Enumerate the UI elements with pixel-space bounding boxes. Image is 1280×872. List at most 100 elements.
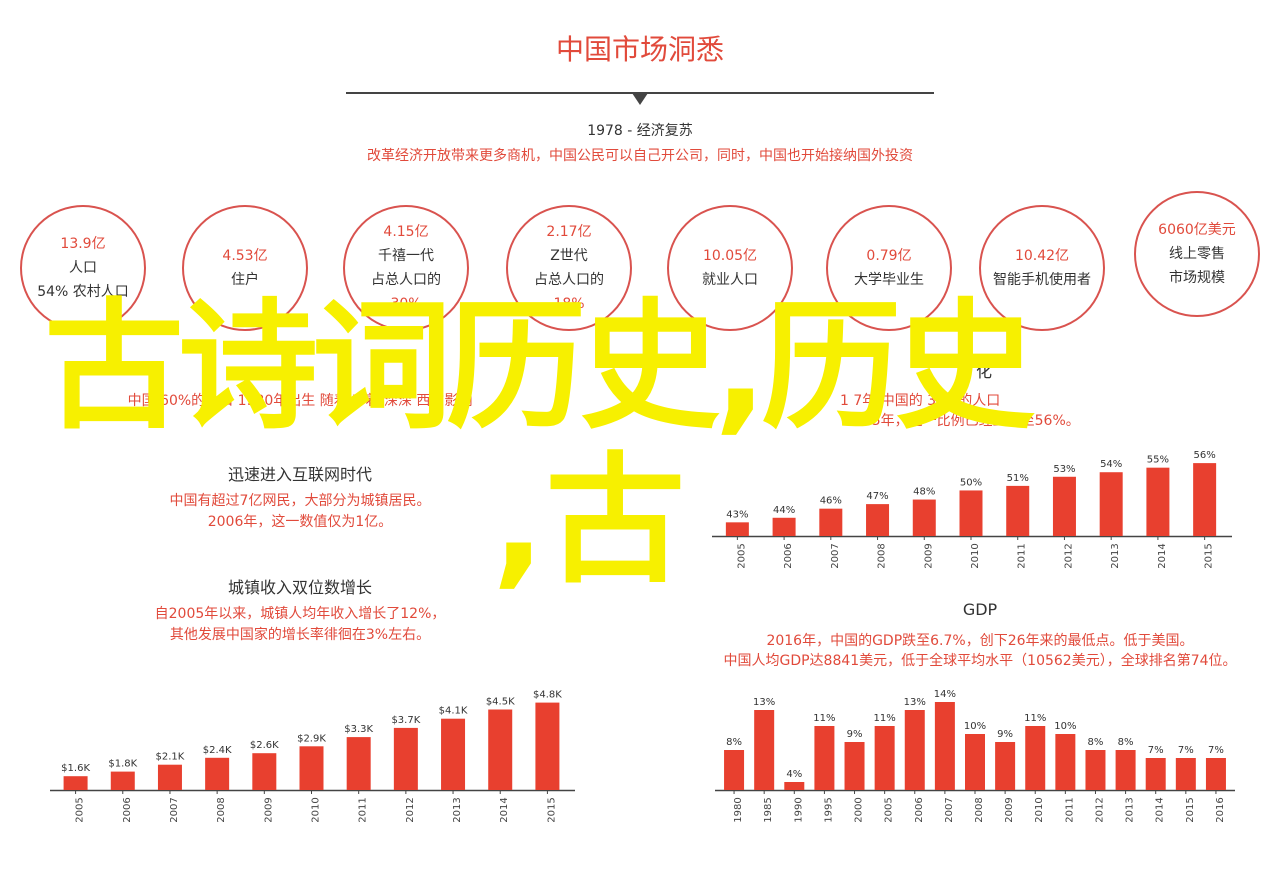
stat-circle-line: 住户: [231, 272, 259, 288]
reform-note: 改革经济开放带来更多商机，中国公民可以自己开公司，同时，中国也开始接纳国外投资: [367, 148, 913, 164]
x-tick-label: 2007: [169, 797, 180, 822]
stat-circle-line: 18%: [553, 296, 585, 312]
stat-circle-line: 10.05亿: [702, 248, 758, 264]
stat-circle-line: 2.17亿: [546, 224, 592, 240]
x-tick-label: 2009: [263, 797, 274, 822]
data-label: 50%: [960, 477, 982, 488]
divider-arrow-icon: [632, 93, 648, 105]
bar: [1006, 485, 1030, 536]
bar: [912, 499, 936, 536]
bar: [844, 742, 865, 790]
stat-circle-line: 占总人口的: [371, 272, 441, 288]
data-label: $4.5K: [486, 697, 515, 708]
data-label: 56%: [1194, 450, 1216, 461]
bar: [1193, 463, 1217, 536]
data-label: 8%: [1088, 737, 1104, 748]
stat-circle-line: 占总人口的: [534, 272, 604, 288]
stat-circle-line: 大学毕业生: [854, 272, 924, 288]
x-tick-label: 2007: [944, 797, 955, 822]
bar: [874, 726, 895, 790]
bar: [205, 757, 230, 790]
bar: [1146, 467, 1170, 536]
data-label: 10%: [1054, 721, 1076, 732]
bar: [814, 726, 835, 790]
stat-circle-line: 10.42亿: [1014, 248, 1070, 264]
x-tick-label: 2012: [1063, 543, 1074, 568]
x-tick-label: 1995: [823, 797, 834, 822]
gdp-title: GDP: [962, 600, 998, 619]
data-label: $4.8K: [533, 690, 562, 701]
data-label: 11%: [874, 713, 896, 724]
data-label: $1.6K: [61, 763, 90, 774]
stat-circle: 10.05亿 就业人口: [667, 205, 793, 331]
income-title: 城镇收入双位数增长: [227, 578, 372, 597]
x-tick-label: 1980: [733, 797, 744, 822]
x-tick-label: 2014: [1155, 797, 1166, 822]
x-tick-label: 2010: [1034, 797, 1045, 822]
x-tick-label: 2008: [877, 543, 888, 568]
x-tick-label: 2015: [546, 797, 557, 822]
data-label: 7%: [1148, 745, 1164, 756]
stat-circle-line: 线上零售: [1169, 246, 1225, 262]
x-tick-label: 2005: [884, 797, 895, 822]
x-tick-label: 2013: [452, 797, 463, 822]
data-label: 13%: [904, 697, 926, 708]
x-tick-label: 2010: [970, 543, 981, 568]
stat-circle-line: 54% 农村人口: [37, 284, 129, 300]
bar: [1099, 472, 1123, 536]
bar: [535, 702, 560, 790]
data-label: 8%: [1118, 737, 1134, 748]
stat-circle-line: Z世代: [550, 248, 588, 264]
data-label: $4.1K: [439, 706, 468, 717]
stat-circle-line: 13.9亿: [60, 236, 106, 252]
data-label: 55%: [1147, 455, 1169, 466]
stat-circle: 2.17亿 Z世代占总人口的 18%: [506, 205, 632, 331]
internet-note-1: 中国有超过7亿网民，大部分为城镇居民。: [169, 493, 431, 509]
x-tick-label: 2006: [122, 797, 133, 822]
x-tick-label: 2005: [75, 797, 86, 822]
x-tick-label: 2016: [1215, 797, 1226, 822]
bar: [724, 750, 745, 790]
data-label: 47%: [866, 491, 888, 502]
data-label: 9%: [997, 729, 1013, 740]
partial-urbanization-title: 化: [976, 362, 993, 381]
stat-circle-line: 0.79亿: [866, 248, 912, 264]
bar: [488, 709, 513, 790]
year-heading: 1978 - 经济复苏: [587, 123, 693, 139]
data-label: 48%: [913, 487, 935, 498]
bar: [1025, 726, 1046, 790]
bar: [346, 737, 371, 790]
bar: [110, 771, 135, 790]
bar: [1115, 750, 1136, 790]
x-tick-label: 2012: [405, 797, 416, 822]
data-label: 8%: [726, 737, 742, 748]
data-label: $3.3K: [344, 724, 373, 735]
data-label: 9%: [847, 729, 863, 740]
data-label: 4%: [786, 769, 802, 780]
bar: [965, 734, 985, 790]
data-label: 13%: [753, 697, 775, 708]
stat-circle-line: 千禧一代: [378, 248, 434, 264]
internet-note-2: 2006年，这一数值仅为1亿。: [207, 514, 393, 530]
x-tick-label: 2008: [216, 797, 227, 822]
bar: [1175, 758, 1196, 790]
x-tick-label: 2000: [854, 797, 865, 822]
bar: [1205, 758, 1226, 790]
x-tick-label: 2011: [358, 797, 369, 822]
data-label: 11%: [813, 713, 835, 724]
data-label: 11%: [1024, 713, 1046, 724]
x-tick-label: 2015: [1185, 797, 1196, 822]
data-label: 46%: [820, 496, 842, 507]
x-tick-label: 2013: [1110, 543, 1121, 568]
partial-urbanization-note-1: 1 7年 中国的 32%的人口: [840, 393, 1001, 409]
data-label: 51%: [1007, 473, 1029, 484]
internet-title: 迅速进入互联网时代: [227, 465, 372, 484]
bar: [1052, 476, 1076, 536]
x-tick-label: 2015: [1204, 543, 1215, 568]
bar: [441, 718, 466, 790]
urbanization-bar-chart: 43% 2005 44% 2006 46% 2007 47% 2008 48% 2009 50% 20…: [712, 450, 1232, 569]
x-tick-label: 2009: [923, 543, 934, 568]
stat-circle-line: 智能手机使用者: [993, 272, 1091, 288]
overlay-headline: 古诗词历史,历史: [44, 286, 1035, 449]
bar: [754, 710, 775, 790]
